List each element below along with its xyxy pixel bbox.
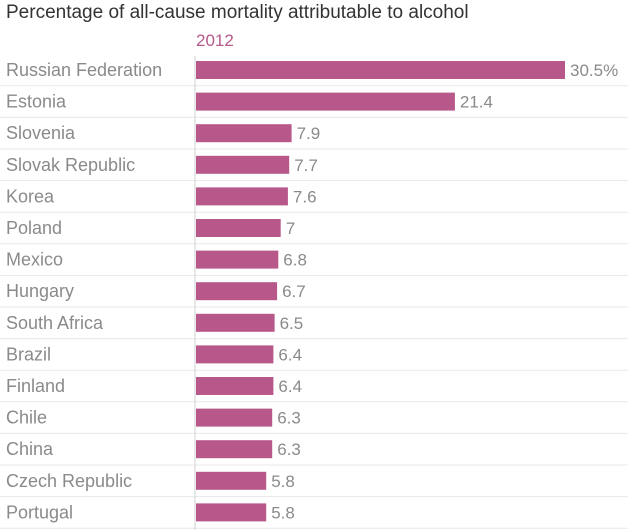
bar — [196, 377, 274, 395]
value-label: 6.3 — [277, 409, 301, 428]
value-label: 6.7 — [282, 282, 306, 301]
category-label: Hungary — [6, 281, 74, 301]
value-label: 6.8 — [283, 251, 307, 270]
value-label: 5.8 — [271, 472, 295, 491]
bar — [196, 250, 279, 269]
bar — [196, 408, 273, 427]
value-label: 30.5% — [570, 61, 618, 80]
bar — [196, 471, 267, 490]
bars: Russian Federation 30.5% Estonia 21.4 Sloven… — [6, 60, 618, 522]
gridlines — [0, 85, 628, 529]
bar — [196, 124, 292, 143]
category-label: Slovenia — [6, 123, 76, 143]
bar — [196, 282, 278, 301]
category-label: South Africa — [6, 313, 104, 333]
category-label: Poland — [6, 218, 62, 238]
bar — [196, 503, 267, 522]
chart-title: Percentage of all-cause mortality attrib… — [6, 2, 469, 23]
value-label: 7.7 — [294, 156, 318, 175]
category-label: China — [6, 439, 54, 459]
bar — [196, 92, 455, 111]
bar — [196, 219, 281, 237]
category-label: Slovak Republic — [6, 155, 135, 175]
category-label: Brazil — [6, 344, 51, 364]
category-label: Finland — [6, 376, 65, 396]
value-label: 7.9 — [297, 124, 321, 143]
value-label: 6.5 — [280, 314, 304, 333]
bar — [196, 155, 290, 174]
bar — [196, 61, 565, 79]
bar — [196, 187, 288, 206]
category-label: Korea — [6, 186, 55, 206]
value-label: 7 — [286, 219, 295, 238]
category-label: Mexico — [6, 250, 63, 270]
category-label: Russian Federation — [6, 60, 162, 80]
value-label: 6.4 — [278, 345, 302, 364]
category-label: Czech Republic — [6, 471, 132, 491]
value-label: 5.8 — [271, 503, 295, 522]
value-label: 6.3 — [277, 440, 301, 459]
value-label: 21.4 — [460, 93, 493, 112]
value-label: 7.6 — [293, 187, 317, 206]
bar — [196, 440, 273, 459]
bar — [196, 345, 274, 364]
bar — [196, 313, 275, 332]
category-label: Estonia — [6, 92, 67, 112]
category-label: Portugal — [6, 502, 73, 522]
chart-subtitle: 2012 — [196, 31, 234, 50]
category-label: Chile — [6, 408, 47, 428]
value-label: 6.4 — [278, 377, 302, 396]
